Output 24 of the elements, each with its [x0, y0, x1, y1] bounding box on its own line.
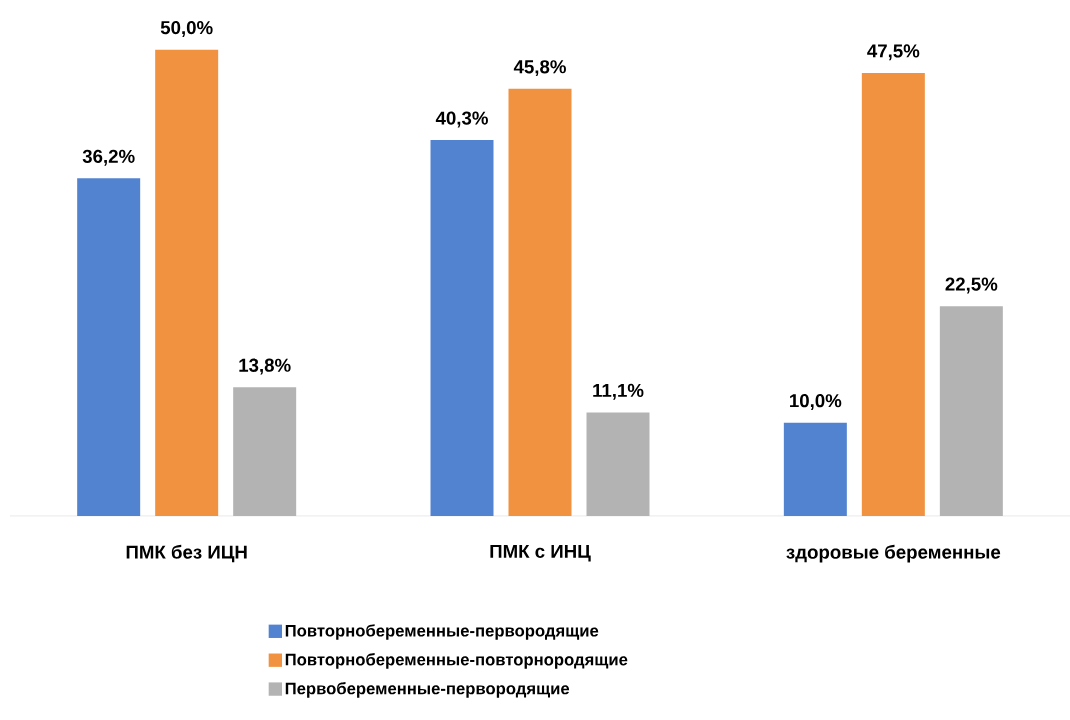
x-tick-label: здоровые беременные — [786, 544, 1001, 563]
bar — [155, 49, 219, 516]
x-tick-label: ПМК без ИЦН — [126, 544, 247, 563]
bar — [77, 178, 141, 516]
data-label: 22,5% — [945, 277, 998, 294]
data-label: 40,3% — [435, 111, 488, 128]
bar — [586, 412, 650, 516]
data-label: 11,1% — [593, 383, 644, 400]
data-label: 13,8% — [239, 358, 291, 375]
legend-label: Первобеременные-первородящие — [285, 681, 570, 698]
bar — [939, 306, 1003, 516]
data-label: 47,5% — [867, 44, 920, 61]
bar — [233, 387, 297, 516]
bar — [783, 422, 847, 516]
data-label: 36,2% — [82, 149, 135, 166]
data-label: 50,0% — [160, 20, 213, 37]
bar — [430, 140, 494, 516]
data-label: 45,8% — [513, 60, 566, 77]
legend-label: Повторнобеременные-повторнородящие — [285, 653, 628, 669]
bar — [508, 88, 572, 516]
bar — [861, 72, 925, 516]
legend-label: Повторнобеременные-первородящие — [285, 624, 599, 640]
data-label: 10,0% — [790, 394, 842, 410]
x-tick-label: ПМК с ИНЦ — [490, 544, 591, 562]
